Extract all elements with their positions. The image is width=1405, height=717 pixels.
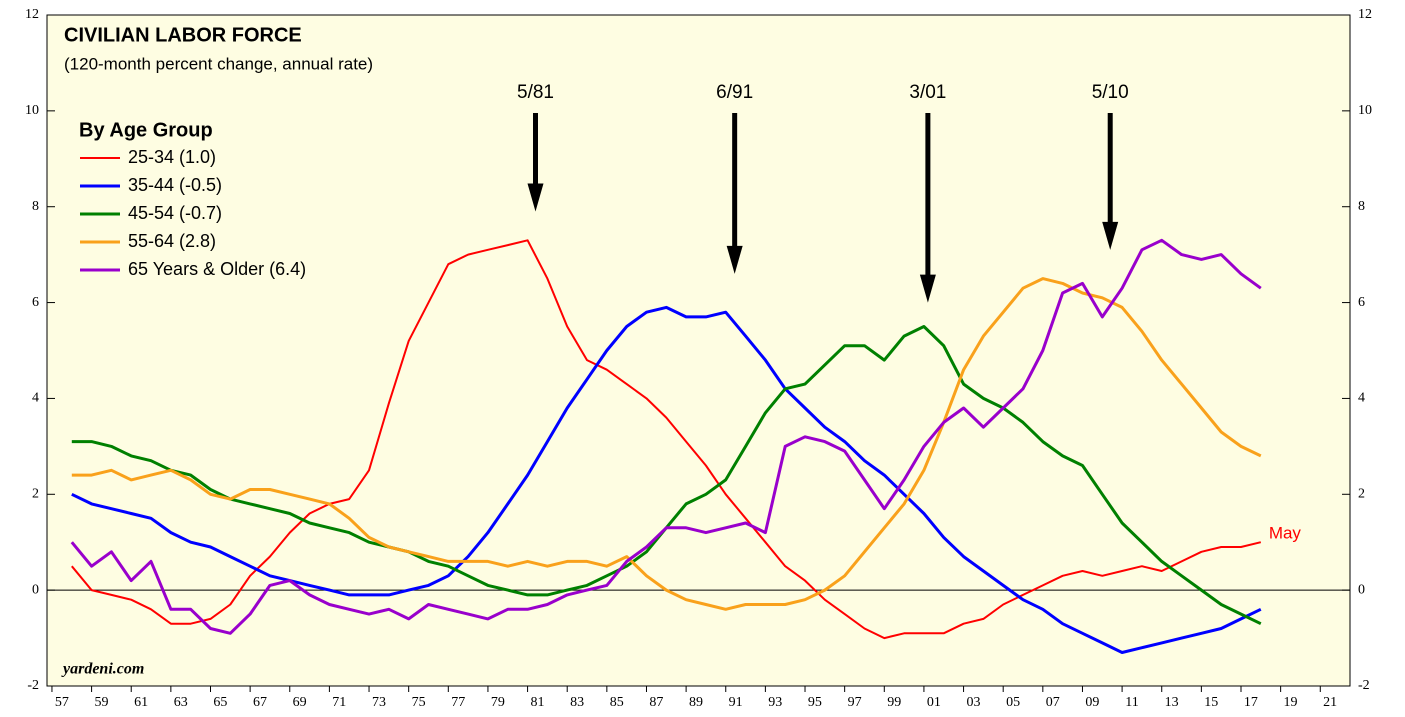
x-tick-label: 17 xyxy=(1244,695,1258,710)
x-tick-label: 87 xyxy=(649,695,663,710)
annotation-arrowhead xyxy=(726,245,743,274)
y-tick-label: 4 xyxy=(32,391,39,406)
x-tick-label: 97 xyxy=(848,695,862,710)
y-tick-label: 2 xyxy=(32,487,39,502)
y2-tick-label: -2 xyxy=(1358,678,1370,693)
legend-label: 35-44 (-0.5) xyxy=(128,175,222,195)
x-tick-label: 13 xyxy=(1165,695,1179,710)
x-tick-label: 03 xyxy=(966,695,980,710)
legend-label: 55-64 (2.8) xyxy=(128,231,216,251)
y-tick-label: 10 xyxy=(25,103,39,118)
legend-label: 25-34 (1.0) xyxy=(128,147,216,167)
x-tick-label: 05 xyxy=(1006,695,1020,710)
y2-tick-label: 8 xyxy=(1358,199,1365,214)
y2-tick-label: 6 xyxy=(1358,295,1365,310)
y2-tick-label: 10 xyxy=(1358,103,1372,118)
x-tick-label: 69 xyxy=(293,695,307,710)
annotation-label: 6/91 xyxy=(716,82,753,103)
series-line xyxy=(71,239,1262,640)
series-line xyxy=(71,305,1262,654)
x-tick-label: 65 xyxy=(213,695,227,710)
end-label: May xyxy=(1269,524,1302,543)
x-tick-label: 63 xyxy=(174,695,188,710)
y-tick-label: 12 xyxy=(25,7,39,22)
annotation-label: 5/81 xyxy=(517,82,554,103)
chart-subtitle: (120-month percent change, annual rate) xyxy=(64,54,373,73)
x-tick-label: 95 xyxy=(808,695,822,710)
y-tick-label: -2 xyxy=(27,678,39,693)
y2-tick-label: 0 xyxy=(1358,582,1365,597)
x-tick-label: 89 xyxy=(689,695,703,710)
x-tick-label: 67 xyxy=(253,695,267,710)
source: yardeni.com xyxy=(61,661,144,678)
y2-tick-label: 12 xyxy=(1358,7,1372,22)
x-tick-label: 91 xyxy=(729,695,743,710)
x-tick-label: 75 xyxy=(412,695,426,710)
x-tick-label: 79 xyxy=(491,695,505,710)
x-tick-label: 99 xyxy=(887,695,901,710)
annotation-arrowhead xyxy=(1102,221,1119,250)
y-tick-label: 8 xyxy=(32,199,39,214)
x-tick-label: 73 xyxy=(372,695,386,710)
x-tick-label: 07 xyxy=(1046,695,1060,710)
x-tick-label: 93 xyxy=(768,695,782,710)
series-line xyxy=(70,238,1262,635)
annotation-label: 5/10 xyxy=(1092,82,1129,103)
annotation-arrowhead xyxy=(527,183,544,212)
x-tick-label: 83 xyxy=(570,695,584,710)
y2-tick-label: 4 xyxy=(1358,391,1365,406)
x-tick-label: 61 xyxy=(134,695,148,710)
legend-label: 45-54 (-0.7) xyxy=(128,203,222,223)
legend-title: By Age Group xyxy=(79,119,213,141)
x-tick-label: 15 xyxy=(1204,695,1218,710)
chart-title: CIVILIAN LABOR FORCE xyxy=(64,24,302,46)
y2-tick-label: 2 xyxy=(1358,487,1365,502)
x-tick-label: 09 xyxy=(1085,695,1099,710)
annotation-arrowhead xyxy=(919,274,936,303)
x-tick-label: 59 xyxy=(94,695,108,710)
y-tick-label: 0 xyxy=(32,582,39,597)
x-tick-label: 81 xyxy=(530,695,544,710)
legend-label: 65 Years & Older (6.4) xyxy=(128,259,306,279)
x-tick-label: 85 xyxy=(610,695,624,710)
x-tick-label: 77 xyxy=(451,695,465,710)
series-line xyxy=(71,277,1262,611)
x-tick-label: 71 xyxy=(332,695,346,710)
x-tick-label: 21 xyxy=(1323,695,1337,710)
x-tick-label: 11 xyxy=(1125,695,1138,710)
x-tick-label: 57 xyxy=(55,695,69,710)
x-tick-label: 01 xyxy=(927,695,941,710)
x-tick-label: 19 xyxy=(1284,695,1298,710)
y-tick-label: 6 xyxy=(32,295,39,310)
annotation-label: 3/01 xyxy=(909,82,946,103)
